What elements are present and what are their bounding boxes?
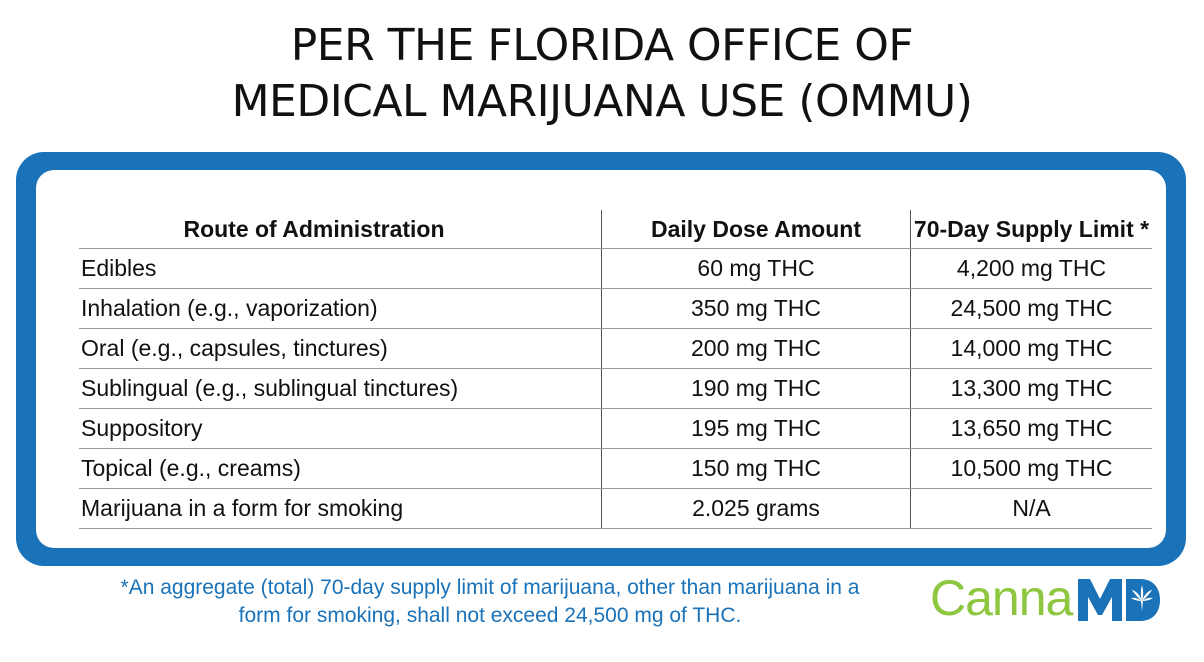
supply-limit-cell: 4,200 mg THC <box>910 248 1152 289</box>
daily-dose-cell: 150 mg THC <box>601 448 911 489</box>
logo-md-mark <box>1076 571 1161 625</box>
table-row: Sublingual (e.g., sublingual tinctures) … <box>79 368 1152 409</box>
table-row: Marijuana in a form for smoking 2.025 gr… <box>79 488 1152 529</box>
supply-limit-cell: 24,500 mg THC <box>910 288 1152 329</box>
table-row: Edibles 60 mg THC 4,200 mg THC <box>79 248 1152 289</box>
supply-limit-cell: N/A <box>910 488 1152 529</box>
daily-dose-cell: 350 mg THC <box>601 288 911 329</box>
header-supply-limit: 70-Day Supply Limit * <box>910 210 1152 249</box>
title-line-1: PER THE FLORIDA OFFICE OF <box>290 20 914 71</box>
table-panel-inner: Route of Administration Daily Dose Amoun… <box>36 170 1166 548</box>
header-daily-dose: Daily Dose Amount <box>601 210 911 249</box>
logo-text: Canna <box>930 570 1073 626</box>
route-cell: Topical (e.g., creams) <box>79 448 602 489</box>
page-title: PER THE FLORIDA OFFICE OF MEDICAL MARIJU… <box>0 18 1204 130</box>
table-row: Inhalation (e.g., vaporization) 350 mg T… <box>79 288 1152 329</box>
title-line-2: MEDICAL MARIJUANA USE (OMMU) <box>231 76 973 127</box>
daily-dose-cell: 190 mg THC <box>601 368 911 409</box>
daily-dose-cell: 60 mg THC <box>601 248 911 289</box>
route-cell: Inhalation (e.g., vaporization) <box>79 288 602 329</box>
daily-dose-cell: 2.025 grams <box>601 488 911 529</box>
table-row: Topical (e.g., creams) 150 mg THC 10,500… <box>79 448 1152 489</box>
daily-dose-cell: 195 mg THC <box>601 408 911 449</box>
footnote: *An aggregate (total) 70-day supply limi… <box>60 574 920 630</box>
dose-table: Route of Administration Daily Dose Amoun… <box>79 210 1152 529</box>
md-leaf-icon <box>1078 579 1161 621</box>
table-panel: Route of Administration Daily Dose Amoun… <box>16 152 1186 566</box>
supply-limit-cell: 13,650 mg THC <box>910 408 1152 449</box>
header-route: Route of Administration <box>79 210 602 249</box>
route-cell: Edibles <box>79 248 602 289</box>
footnote-line-2: form for smoking, shall not exceed 24,50… <box>238 604 742 627</box>
supply-limit-cell: 14,000 mg THC <box>910 328 1152 369</box>
route-cell: Suppository <box>79 408 602 449</box>
route-cell: Sublingual (e.g., sublingual tinctures) <box>79 368 602 409</box>
route-cell: Oral (e.g., capsules, tinctures) <box>79 328 602 369</box>
supply-limit-cell: 13,300 mg THC <box>910 368 1152 409</box>
supply-limit-cell: 10,500 mg THC <box>910 448 1152 489</box>
table-row: Suppository 195 mg THC 13,650 mg THC <box>79 408 1152 449</box>
table-row: Oral (e.g., capsules, tinctures) 200 mg … <box>79 328 1152 369</box>
table-header-row: Route of Administration Daily Dose Amoun… <box>79 210 1152 249</box>
footnote-line-1: *An aggregate (total) 70-day supply limi… <box>120 576 860 599</box>
daily-dose-cell: 200 mg THC <box>601 328 911 369</box>
cannamd-logo: Canna <box>930 570 1180 626</box>
route-cell: Marijuana in a form for smoking <box>79 488 602 529</box>
